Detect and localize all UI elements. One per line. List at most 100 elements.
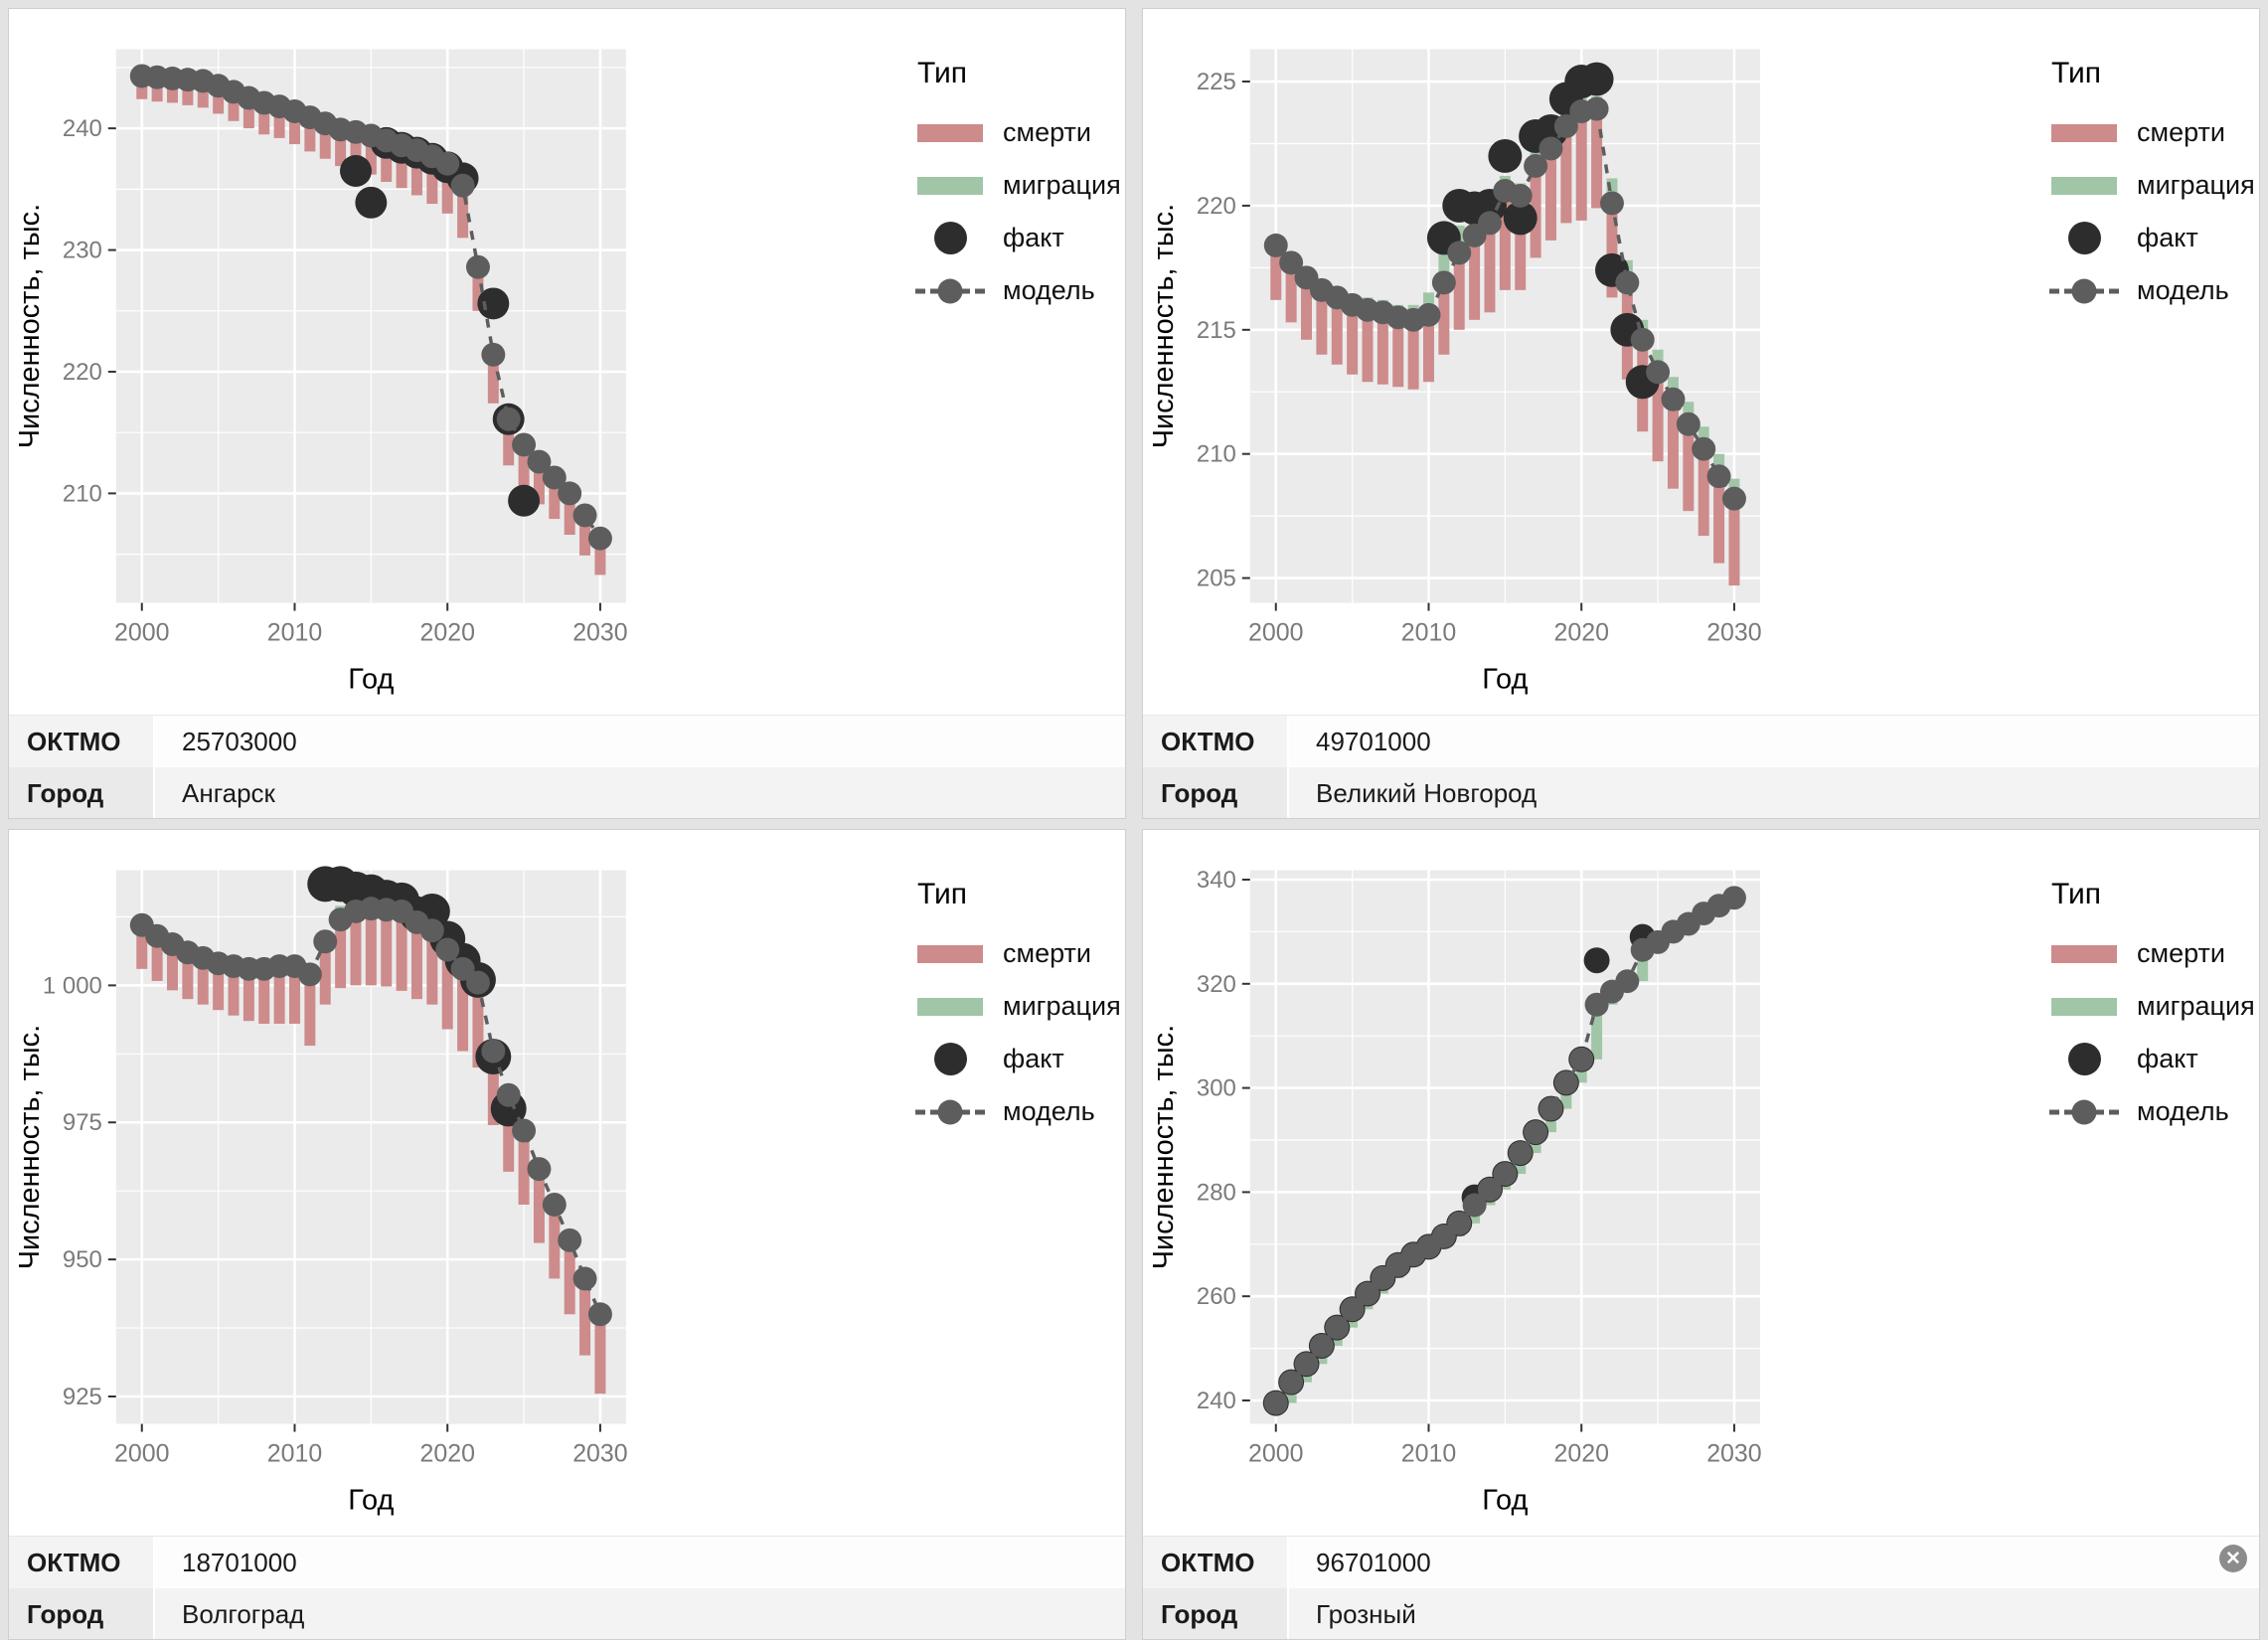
city-label: Город xyxy=(1143,767,1289,818)
x-axis-title: Год xyxy=(1482,1484,1528,1516)
legend-item-model: модель xyxy=(2049,264,2255,317)
legend-title: Тип xyxy=(917,57,968,89)
svg-text:2030: 2030 xyxy=(572,619,627,647)
legend-item-migration: миграция xyxy=(2049,159,2255,212)
chart-panel-angarsk: 210 220 230 240 2000 2010 2020 2030 Год Численнос… xyxy=(8,8,1126,819)
model-dashed-dot-icon xyxy=(915,273,985,309)
svg-text:205: 205 xyxy=(1197,566,1236,592)
svg-text:2020: 2020 xyxy=(1553,619,1608,647)
svg-text:2010: 2010 xyxy=(267,619,322,647)
x-axis-title: Год xyxy=(348,663,394,695)
table-row-city: Город Грозный xyxy=(1143,1588,2259,1639)
legend-title: Тип xyxy=(917,878,968,910)
legend-label: модель xyxy=(1003,1096,1095,1126)
svg-text:2020: 2020 xyxy=(1553,1440,1608,1468)
close-icon: ✕ xyxy=(2225,1548,2241,1569)
y-axis-title: Численность, тыс. xyxy=(1148,1025,1180,1269)
population-chart-volgograd: 925 950 975 1 000 2000 2010 2020 2030 Год Численн… xyxy=(9,830,1125,1536)
legend-label: смерти xyxy=(1003,117,1091,147)
city-label: Город xyxy=(9,1588,155,1639)
legend-item-fact: факт xyxy=(2049,1033,2255,1085)
legend-label: факт xyxy=(1003,223,1064,252)
y-axis-title: Численность, тыс. xyxy=(1148,204,1180,448)
svg-text:210: 210 xyxy=(1197,441,1236,468)
svg-text:300: 300 xyxy=(1197,1075,1236,1102)
chart-svg: 210 220 230 240 2000 2010 2020 2030 Год Численнос… xyxy=(14,49,628,695)
gridlines xyxy=(115,49,626,603)
svg-text:220: 220 xyxy=(1197,193,1236,220)
svg-text:2010: 2010 xyxy=(267,1440,322,1468)
svg-text:2000: 2000 xyxy=(1248,619,1303,647)
svg-text:925: 925 xyxy=(63,1384,102,1410)
migration-swatch-icon xyxy=(2049,997,2119,1016)
chart-svg: 925 950 975 1 000 2000 2010 2020 2030 Год Численн… xyxy=(14,866,628,1516)
city-value: Ангарск xyxy=(155,767,1125,818)
chart-svg: 205 210 215 220 225 2000 2010 2020 2030 Год Числен… xyxy=(1148,49,1762,695)
svg-text:230: 230 xyxy=(63,238,102,264)
y-axis-title: Численность, тыс. xyxy=(14,204,46,448)
oktmo-value: 49701000 xyxy=(1289,716,2259,767)
close-panel-button[interactable]: ✕ xyxy=(2219,1545,2247,1572)
city-label: Город xyxy=(9,767,155,818)
legend-label: смерти xyxy=(1003,938,1091,968)
table-row-oktmo: ОКТМО 96701000 xyxy=(1143,1537,2259,1588)
table-row-oktmo: ОКТМО 49701000 xyxy=(1143,716,2259,767)
svg-text:2000: 2000 xyxy=(114,1440,169,1468)
chart-legend: Тип смерти миграция факт модель xyxy=(915,57,1121,317)
legend-item-fact: факт xyxy=(915,1033,1121,1085)
legend-label: факт xyxy=(1003,1044,1064,1073)
svg-text:2020: 2020 xyxy=(419,1440,474,1468)
legend-item-deaths: смерти xyxy=(2049,927,2255,980)
city-value: Великий Новгород xyxy=(1289,767,2259,818)
migration-swatch-icon xyxy=(2049,176,2119,195)
legend-label: миграция xyxy=(2137,170,2255,200)
oktmo-value: 96701000 xyxy=(1289,1537,2259,1588)
legend-item-model: модель xyxy=(915,264,1121,317)
y-axis-title: Численность, тыс. xyxy=(14,1025,46,1269)
legend-item-fact: факт xyxy=(2049,212,2255,264)
chart-legend: Тип смерти миграция факт модель xyxy=(2049,57,2255,317)
dashboard-grid: 210 220 230 240 2000 2010 2020 2030 Год Численнос… xyxy=(8,8,2260,1640)
svg-text:320: 320 xyxy=(1197,971,1236,998)
axes: 240 260 280 300 320 340 2000 2010 2020 2030 xyxy=(1197,867,1762,1468)
legend-item-model: модель xyxy=(915,1085,1121,1138)
svg-text:2010: 2010 xyxy=(1401,619,1456,647)
chart-panel-grozny: 240 260 280 300 320 340 2000 2010 2020 2030 Год Чис… xyxy=(1142,829,2260,1640)
city-info-table: ОКТМО 18701000 Город Волгоград xyxy=(9,1536,1125,1639)
legend-item-deaths: смерти xyxy=(2049,106,2255,159)
legend-item-migration: миграция xyxy=(2049,980,2255,1033)
legend-item-migration: миграция xyxy=(915,980,1121,1033)
table-row-city: Город Волгоград xyxy=(9,1588,1125,1639)
legend-label: миграция xyxy=(2137,991,2255,1021)
model-dashed-dot-icon xyxy=(2049,273,2119,309)
legend-item-deaths: смерти xyxy=(915,106,1121,159)
svg-text:2030: 2030 xyxy=(1706,619,1761,647)
city-info-table: ОКТМО 25703000 Город Ангарск xyxy=(9,715,1125,818)
svg-text:340: 340 xyxy=(1197,867,1236,894)
legend-title: Тип xyxy=(2051,57,2102,89)
chart-legend: Тип смерти миграция факт модель xyxy=(915,878,1121,1138)
model-dashed-dot-icon xyxy=(915,1094,985,1130)
svg-text:210: 210 xyxy=(63,480,102,507)
fact-dot-icon xyxy=(915,222,985,254)
chart-panel-volgograd: 925 950 975 1 000 2000 2010 2020 2030 Год Численн… xyxy=(8,829,1126,1640)
svg-text:240: 240 xyxy=(1197,1388,1236,1414)
city-value: Грозный xyxy=(1289,1588,2259,1639)
legend-label: модель xyxy=(2137,1096,2229,1126)
legend-label: смерти xyxy=(2137,117,2225,147)
fact-dot-icon xyxy=(2049,222,2119,254)
legend-item-fact: факт xyxy=(915,212,1121,264)
city-value: Волгоград xyxy=(155,1588,1125,1639)
city-info-table: ОКТМО 49701000 Город Великий Новгород xyxy=(1143,715,2259,818)
svg-text:220: 220 xyxy=(63,359,102,386)
svg-text:2020: 2020 xyxy=(419,619,474,647)
oktmo-value: 25703000 xyxy=(155,716,1125,767)
svg-text:215: 215 xyxy=(1197,317,1236,344)
legend-label: факт xyxy=(2137,223,2198,252)
model-points xyxy=(129,897,612,1327)
legend-label: миграция xyxy=(1003,170,1121,200)
axes: 925 950 975 1 000 2000 2010 2020 2030 xyxy=(43,972,628,1467)
deaths-swatch-icon xyxy=(915,123,985,142)
oktmo-label: ОКТМО xyxy=(9,1537,155,1588)
svg-text:2000: 2000 xyxy=(114,619,169,647)
